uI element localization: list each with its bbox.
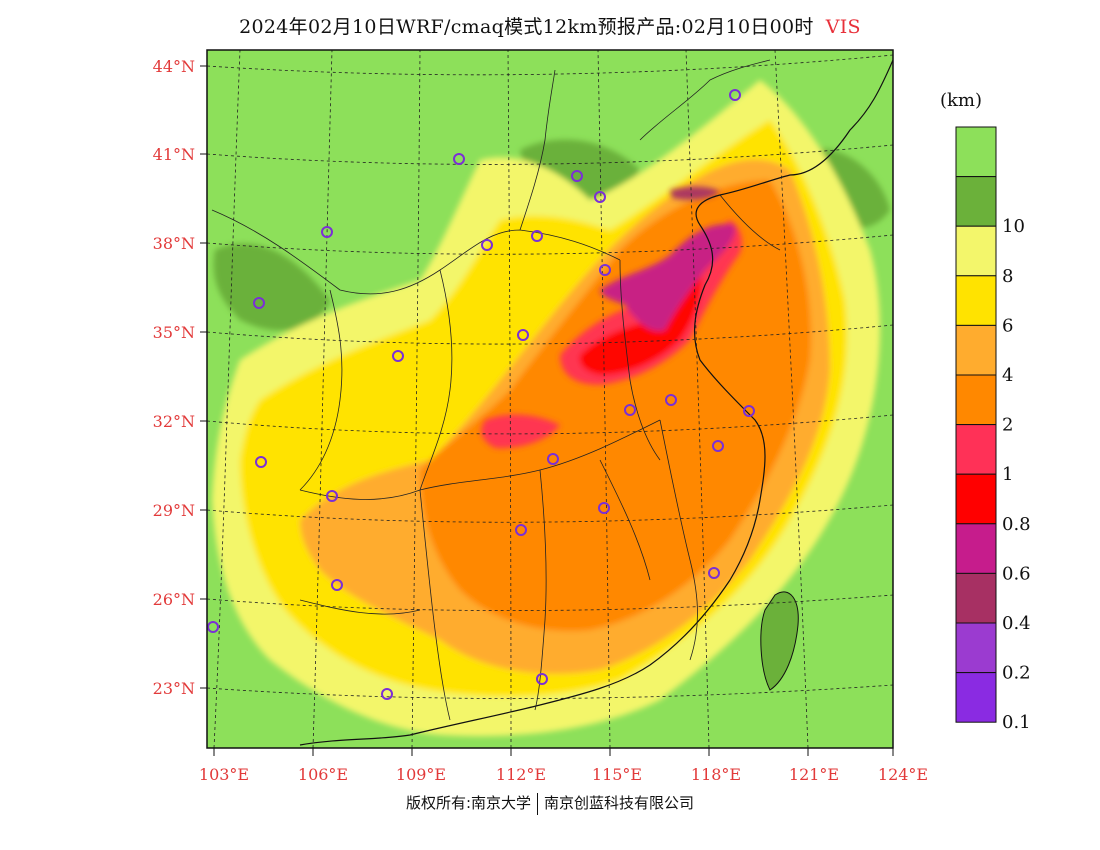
city-marker	[594, 191, 606, 203]
city-marker	[571, 170, 583, 182]
legend-swatch	[955, 672, 997, 723]
legend-unit: (km)	[940, 90, 983, 111]
coastline	[299, 59, 893, 746]
legend-label: 2	[1002, 415, 1013, 436]
legend-label: 0.1	[1002, 712, 1031, 733]
legend-swatch	[955, 473, 997, 525]
legend-swatch	[955, 275, 997, 326]
map-title: 2024年02月10日WRF/cmaq模式12km预报产品:02月10日00时 V…	[0, 12, 1100, 39]
field-zone-pink	[481, 414, 560, 449]
legend-swatch	[955, 572, 997, 624]
city-marker	[624, 404, 636, 416]
map-frame	[206, 49, 894, 749]
legend-label: 6	[1002, 315, 1013, 336]
city-marker	[481, 239, 493, 251]
field-zone-magenta	[600, 224, 736, 331]
lon-label: 109°E	[396, 765, 446, 784]
city-marker	[515, 524, 527, 536]
legend-label: 0.4	[1002, 613, 1031, 634]
lon-labels: 103°E 106°E 109°E 112°E 115°E 118°E 121°…	[199, 765, 928, 784]
legend-colorbar: 10 8 6 4 2 1 0.8 0.6 0.4 0.2 0.1	[955, 126, 1031, 733]
legend-swatch	[955, 622, 997, 674]
legend-label: 0.8	[1002, 514, 1031, 535]
city-marker	[665, 394, 677, 406]
lat-label: 26°N	[153, 590, 195, 609]
city-marker	[599, 264, 611, 276]
city-marker	[255, 456, 267, 468]
copyright-footer: 版权所有:南京大学 南京创蓝科技有限公司	[0, 792, 1100, 815]
city-markers	[207, 89, 755, 700]
lat-label: 38°N	[153, 234, 195, 253]
legend-swatch	[955, 176, 997, 227]
city-marker	[531, 230, 543, 242]
city-marker	[536, 673, 548, 685]
city-marker	[326, 490, 338, 502]
lon-label: 115°E	[592, 765, 642, 784]
graticule	[207, 50, 893, 748]
legend-swatch	[955, 374, 997, 426]
city-marker	[517, 329, 529, 341]
city-marker	[712, 440, 724, 452]
lat-label: 44°N	[153, 57, 195, 76]
lat-label: 29°N	[153, 501, 195, 520]
lat-label: 41°N	[153, 145, 195, 164]
lon-label: 121°E	[789, 765, 839, 784]
lon-label: 103°E	[199, 765, 249, 784]
map-field	[207, 50, 893, 748]
legend-swatch	[955, 225, 997, 277]
lat-labels: 44°N 41°N 38°N 35°N 32°N 29°N 26°N 23°N	[153, 57, 195, 698]
city-marker	[729, 89, 741, 101]
copyright-left: 版权所有:南京大学	[405, 794, 532, 812]
field-patch-green	[213, 243, 330, 331]
field-zone-red	[579, 270, 702, 375]
legend-swatch	[955, 126, 997, 178]
legend-label: 4	[1002, 365, 1013, 386]
lat-label: 32°N	[153, 412, 195, 431]
legend-swatch	[955, 424, 997, 475]
legend-label: 0.2	[1002, 663, 1031, 684]
legend-label: 0.6	[1002, 563, 1031, 584]
city-marker	[453, 153, 465, 165]
field-zone-maroon	[670, 186, 720, 200]
lat-ticks	[200, 65, 207, 689]
title-text: 2024年02月10日WRF/cmaq模式12km预报产品:02月10日00时	[239, 16, 814, 38]
legend-label: 10	[1002, 216, 1025, 237]
legend-swatch	[955, 523, 997, 574]
lon-label: 106°E	[298, 765, 348, 784]
city-marker	[331, 579, 343, 591]
legend-swatch	[955, 324, 997, 376]
lon-label: 118°E	[691, 765, 741, 784]
taiwan-island	[760, 591, 799, 691]
legend-label: 8	[1002, 266, 1013, 287]
city-marker	[253, 297, 265, 309]
city-marker	[598, 502, 610, 514]
city-marker	[321, 226, 333, 238]
city-marker	[381, 688, 393, 700]
city-marker	[743, 405, 755, 417]
lon-label: 124°E	[878, 765, 928, 784]
city-marker	[207, 621, 219, 633]
variable-label: VIS	[825, 16, 861, 38]
legend-label: 1	[1002, 464, 1013, 485]
lat-label: 35°N	[153, 323, 195, 342]
lon-label: 112°E	[496, 765, 546, 784]
lat-label: 23°N	[153, 679, 195, 698]
lon-ticks	[213, 748, 894, 756]
city-marker	[708, 567, 720, 579]
copyright-right: 南京创蓝科技有限公司	[544, 794, 695, 812]
footer-separator	[537, 792, 539, 815]
city-marker	[547, 453, 559, 465]
province-boundaries	[211, 59, 781, 721]
city-marker	[392, 350, 404, 362]
